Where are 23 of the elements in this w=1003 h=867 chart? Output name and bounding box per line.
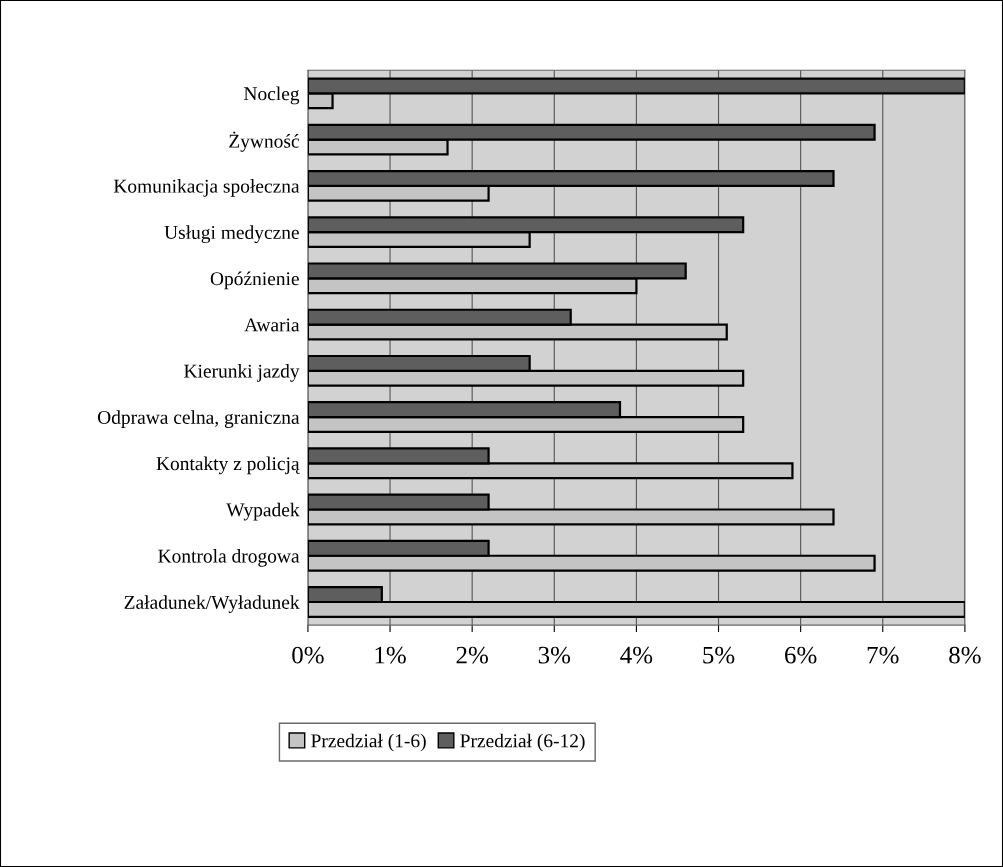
x-tick-label: 0% bbox=[292, 646, 324, 664]
x-tick-label: 3% bbox=[538, 646, 571, 664]
x-tick-label: 8% bbox=[949, 646, 981, 664]
y-tick-label: Opóźnienie bbox=[210, 271, 299, 290]
legend-label: Przedział (6-12) bbox=[460, 733, 585, 752]
y-tick-label: Awaria bbox=[244, 318, 300, 332]
x-tick-label: 6% bbox=[785, 646, 817, 664]
x-tick-label: 4% bbox=[620, 646, 653, 664]
y-tick-label: Kierunki jazdy bbox=[184, 364, 300, 382]
y-tick-label: Żywność bbox=[229, 131, 299, 152]
legend-label: Przedział (1-6) bbox=[311, 733, 426, 752]
y-tick-label: Załadunek/Wyładunek bbox=[124, 595, 300, 613]
y-tick-label: Kontrola drogowa bbox=[158, 549, 300, 567]
x-tick-label: 7% bbox=[867, 646, 899, 664]
y-tick-label: Komunikacja społeczna bbox=[113, 179, 300, 197]
x-tick-label: 5% bbox=[703, 646, 735, 664]
x-tick-label: 2% bbox=[456, 646, 488, 664]
y-tick-label: Nocleg bbox=[243, 86, 300, 105]
y-tick-label: Wypadek bbox=[226, 502, 300, 521]
y-tick-label: Odprawa celna, graniczna bbox=[97, 410, 300, 428]
x-tick-label: 1% bbox=[375, 646, 406, 664]
y-tick-label: Usługi medyczne bbox=[164, 225, 299, 244]
y-tick-label: Kontakty z policją bbox=[156, 456, 300, 475]
